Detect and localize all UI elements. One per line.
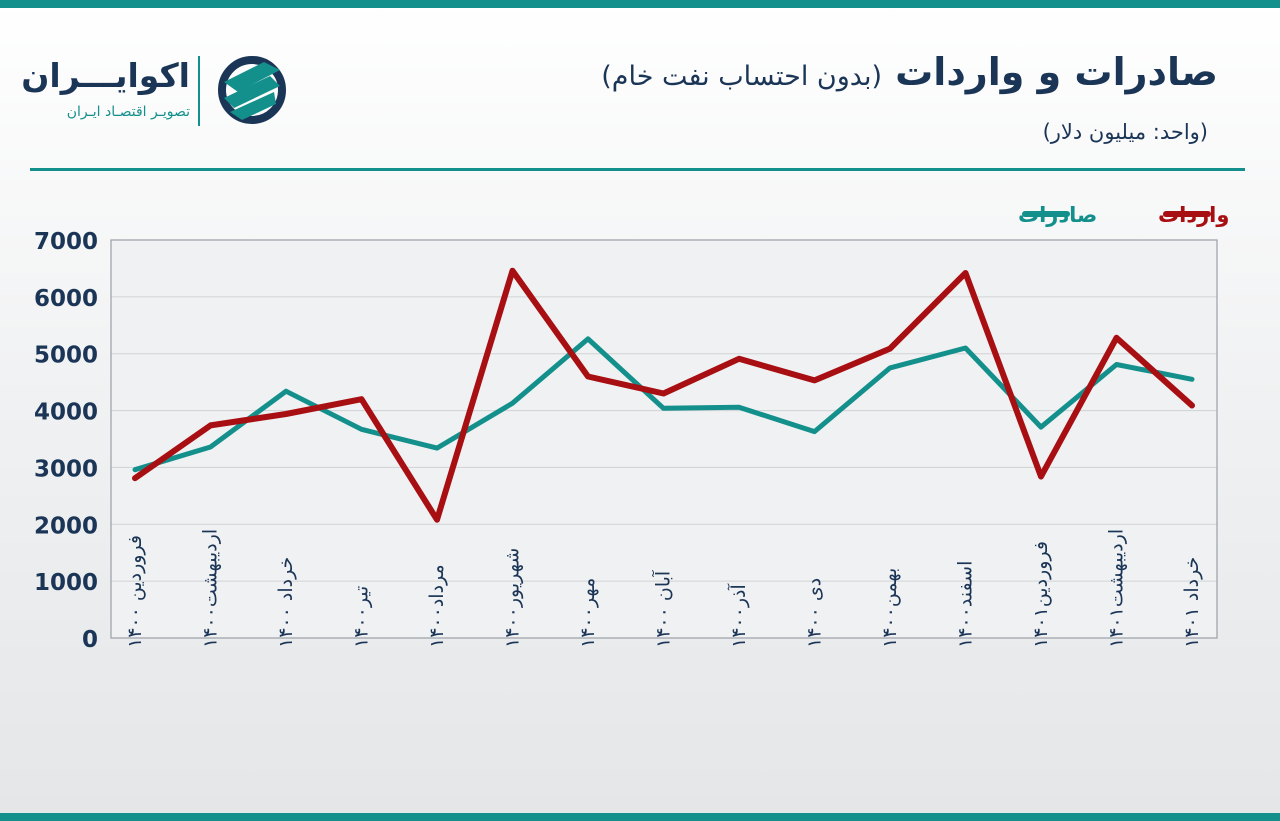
x-tick-label: اسفند۱۴۰۰ (955, 561, 977, 648)
y-tick-label: 1000 (34, 570, 98, 596)
x-tick-label: تیر۱۴۰۰ (351, 586, 373, 648)
chart-subtitle: (بدون احتساب نفت خام) (601, 61, 883, 92)
x-tick-label: مرداد۱۴۰۰ (426, 564, 448, 648)
y-tick-label: 7000 (34, 229, 98, 255)
y-tick-label: 0 (82, 627, 98, 653)
x-tick-label: خرداد ۱۴۰۰ (275, 557, 297, 648)
brand-separator (198, 56, 200, 126)
x-tick-label: مهر۱۴۰۰ (577, 578, 599, 648)
plot-area (111, 240, 1217, 638)
legend-label-imports: واردات (1158, 203, 1229, 227)
chart-title: صادرات و واردات (بدون احتساب نفت خام) (601, 50, 1218, 94)
y-tick-label: 3000 (34, 456, 98, 482)
ecoiran-logo-icon (218, 56, 286, 124)
legend-label-exports: صادرات (1018, 203, 1097, 227)
brand-logo: اکوایـــران تصویـر اقتصـاد ایـران (21, 52, 300, 132)
x-tick-label: خرداد ۱۴۰۱ (1181, 557, 1203, 648)
plot-frame (110, 239, 1218, 639)
header-divider (30, 168, 1245, 171)
brand-tagline: تصویـر اقتصـاد ایـران (66, 104, 190, 120)
y-tick-label: 5000 (34, 343, 98, 369)
top-accent-band (0, 0, 1280, 8)
x-tick-label: شهریور۱۴۰۰ (502, 548, 524, 648)
x-tick-label: اردیبهشت۱۴۰۰ (200, 529, 222, 648)
x-tick-label: آبان ۱۴۰۰ (651, 570, 675, 648)
y-tick-label: 6000 (34, 286, 98, 312)
chart-unit-label: (واحد: میلیون دلار) (1042, 120, 1208, 144)
chart-title-main: صادرات و واردات (895, 50, 1218, 94)
x-tick-label: بهمن۱۴۰۰ (879, 568, 901, 648)
series-line-imports (132, 267, 1195, 523)
x-tick-label: فروردین۱۴۰۱ (1030, 541, 1052, 648)
y-tick-label: 4000 (34, 400, 98, 426)
x-tick-label: اردیبهشت۱۴۰۱ (1106, 529, 1128, 648)
x-tick-label: آذر۱۴۰۰ (726, 584, 750, 648)
bottom-accent-band (0, 813, 1280, 821)
brand-name: اکوایـــران (21, 56, 190, 95)
x-tick-label: فروردین ۱۴۰۰ (124, 535, 146, 648)
y-tick-label: 2000 (34, 513, 98, 539)
x-tick-label: دی ۱۴۰۰ (804, 578, 826, 648)
